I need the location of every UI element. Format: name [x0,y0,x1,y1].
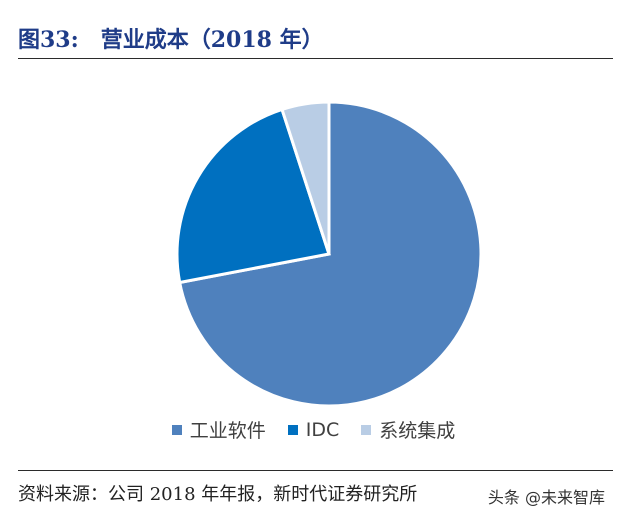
pie-slice-idc [175,107,331,285]
figure-title-text: 营业成本（2018 年） [100,27,324,53]
legend-item-industrial-software: 工业软件 [171,416,266,443]
legend-item-idc: IDC [287,416,340,443]
pie-slice-system-integration [280,100,331,255]
legend-label: 工业软件 [189,420,266,442]
legend-label: IDC [305,418,340,441]
legend-label: 系统集成 [379,420,456,442]
bottom-rule [18,470,613,471]
watermark: 头条 @未来智库 [487,488,605,507]
chart-legend: 工业软件 IDC 系统集成 [0,416,627,443]
figure-number: 图33: [18,27,79,53]
legend-swatch [361,424,372,435]
legend-swatch [287,424,298,435]
legend-item-system-integration: 系统集成 [361,416,455,443]
top-rule [18,58,613,59]
figure-title: 图33: 营业成本（2018 年） [18,22,324,54]
legend-swatch [171,424,182,435]
source-note: 资料来源：公司 2018 年年报，新时代证券研究所 [18,484,418,505]
